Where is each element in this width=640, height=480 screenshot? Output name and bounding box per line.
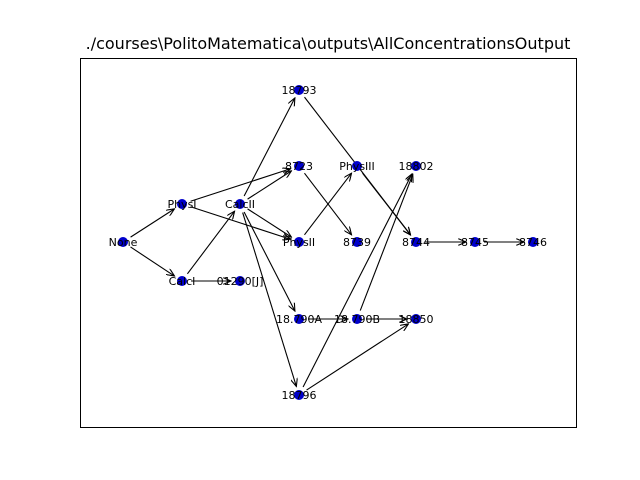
node-physiii [352,161,362,171]
edge-none-to-calci [130,246,175,276]
node-18796 [294,390,304,400]
node-01290 [235,276,245,286]
node-8744 [411,237,421,247]
edge-calcii-to-physii [247,208,292,237]
node-8739 [352,237,362,247]
node-physii [294,237,304,247]
node-label-calci: CalcI [169,275,196,288]
node-label-18850: 18850 [399,313,434,326]
edge-calcii-to-18793 [243,98,295,197]
edge-calcii-to-18790a [243,211,295,311]
edge-18790b-to-18802 [359,174,413,311]
node-label-8723: 8723 [285,160,313,173]
edge-calcii-to-8723 [247,171,292,200]
node-18790b [352,314,362,324]
figure-title: ./courses\PolitoMatematica\outputs\AllCo… [86,34,571,53]
node-label-physii: PhysII [283,236,315,249]
node-18793 [294,85,304,95]
labels-layer: None PhysI CalcI CalcII 01290[J] 18793 8723 Phy… [109,84,547,402]
node-calcii [235,199,245,209]
edge-physii-to-physiii [304,173,351,236]
node-label-8744: 8744 [402,236,430,249]
node-18790a [294,314,304,324]
edge-physiii-to-8744 [362,172,411,235]
node-label-calcii: CalcII [225,198,255,211]
node-label-physiii: PhysIII [339,160,375,173]
edge-physi-to-8723 [190,169,291,202]
edges-layer [130,97,524,391]
node-8746 [528,237,538,247]
node-8723 [294,161,304,171]
node-physi [177,199,187,209]
nodes-layer [118,85,538,400]
node-label-18802: 18802 [399,160,434,173]
node-label-18790b: 18.790B [334,313,380,326]
node-label-8745: 8745 [461,236,489,249]
node-none [118,237,128,247]
node-label-18790a: 18.790A [276,313,322,326]
plot-frame [80,58,577,428]
edge-physi-to-physii [190,206,291,239]
node-18850 [411,314,421,324]
node-label-8739: 8739 [343,236,371,249]
node-calci [177,276,187,286]
edge-18796-to-18850 [306,324,409,391]
edge-calci-to-calcii [186,211,234,275]
node-label-18793: 18793 [282,84,317,97]
node-8745 [470,237,480,247]
edge-none-to-physi [130,209,175,238]
node-label-none: None [109,236,138,249]
node-label-01290: 01290[J] [217,275,264,288]
node-label-physi: PhysI [167,198,196,211]
edge-18796-to-18802 [302,174,412,388]
node-18802 [411,161,421,171]
node-label-8746: 8746 [519,236,547,249]
edge-calcii-to-18796 [242,212,297,387]
node-label-18796: 18796 [282,389,317,402]
